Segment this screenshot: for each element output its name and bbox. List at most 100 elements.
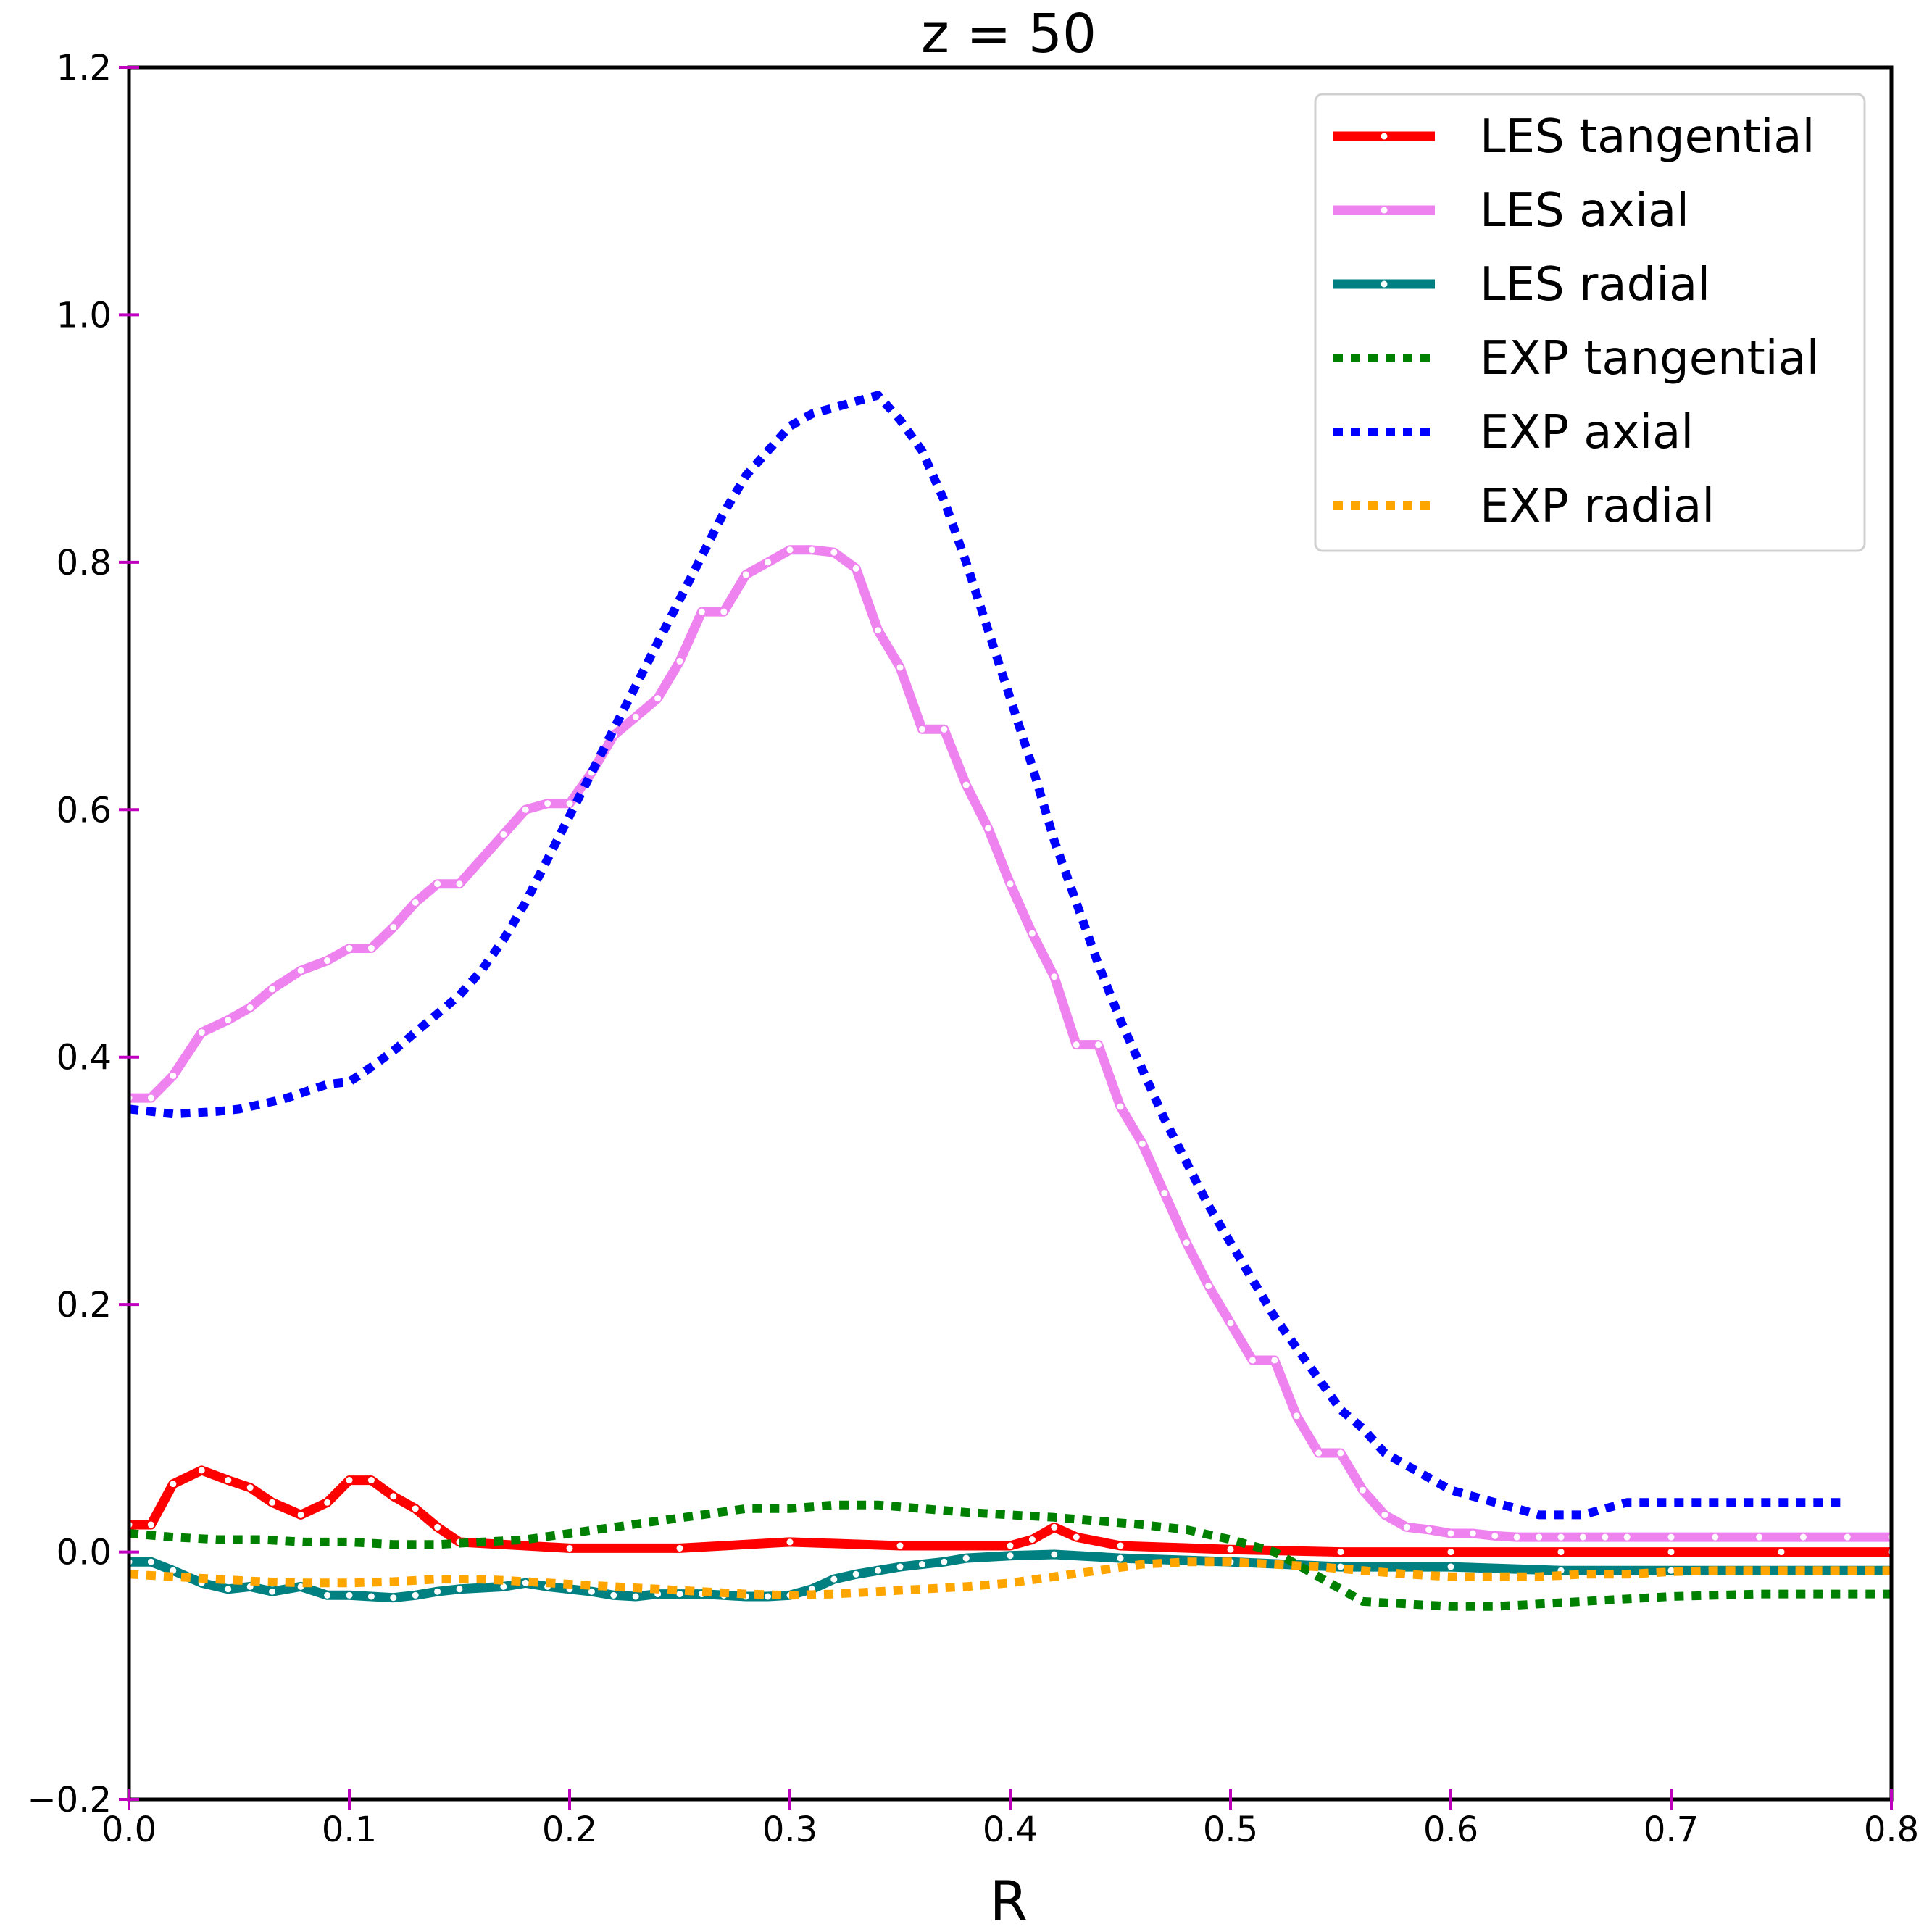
series-les-axial (125, 545, 1895, 1542)
series-point (1117, 1554, 1124, 1562)
series-point (346, 944, 353, 952)
series-point (246, 1004, 254, 1011)
series-point (324, 957, 331, 965)
series-point (765, 1593, 772, 1600)
series-point (588, 1588, 595, 1595)
series-point (1095, 1041, 1102, 1049)
series-point (147, 1094, 154, 1102)
series-point (896, 664, 904, 671)
y-tick-label: 0.2 (57, 1285, 112, 1325)
series-point (962, 781, 970, 788)
series-point (324, 1499, 331, 1506)
x-tick-label: 0.8 (1864, 1810, 1919, 1850)
x-axis: 0.0 0.1 0.2 0.3 0.4 0.5 0.6 0.7 0.8 (101, 1789, 1919, 1850)
series-point (1249, 1357, 1256, 1364)
series-point (786, 1538, 794, 1546)
y-tick-label: 0.0 (57, 1533, 112, 1573)
series-point (390, 923, 397, 930)
series-point (170, 1072, 177, 1079)
legend-item-exp-tangential: EXP tangential (1333, 332, 1820, 386)
series-point (412, 1505, 419, 1512)
series-point (1447, 1549, 1454, 1556)
series-point (918, 1561, 925, 1568)
legend-marker (1381, 280, 1388, 288)
x-tick-label: 0.0 (101, 1810, 157, 1850)
series-les-tangential (125, 1465, 1895, 1557)
plot-series-group (125, 391, 1895, 1611)
legend-label: EXP axial (1480, 406, 1694, 459)
series-point (544, 800, 551, 807)
series-point (1028, 1536, 1036, 1543)
series-point (1447, 1563, 1454, 1570)
series-point (412, 1591, 419, 1599)
series-point (1712, 1533, 1719, 1541)
legend-label: LES axial (1480, 184, 1689, 238)
series-point (1007, 880, 1014, 888)
series-point (1579, 1533, 1586, 1541)
series-point (896, 1542, 904, 1549)
legend-item-exp-axial: EXP axial (1333, 406, 1694, 459)
series-point (1183, 1239, 1190, 1246)
series-point (742, 571, 749, 578)
series-point (1051, 1523, 1058, 1531)
series-point (1381, 1511, 1388, 1518)
series-point (147, 1558, 154, 1565)
series-point (297, 1583, 304, 1590)
series-point (269, 986, 276, 993)
series-point (1667, 1533, 1675, 1541)
series-point (1536, 1533, 1543, 1541)
series-point (1602, 1533, 1609, 1541)
series-point (566, 800, 573, 807)
series-point (765, 559, 772, 566)
series-point (297, 1511, 304, 1518)
series-point (1844, 1533, 1851, 1541)
series-point (632, 713, 639, 720)
series-point (225, 1477, 232, 1484)
series-point (412, 899, 419, 906)
y-tick-label: 0.8 (57, 543, 112, 583)
series-point (676, 1591, 683, 1598)
series-line-les-axial (129, 545, 1891, 1542)
legend-item-les-axial: LES axial (1333, 184, 1689, 238)
legend-marker (1381, 207, 1388, 214)
legend-label: LES radial (1480, 258, 1710, 312)
legend-frame (1314, 93, 1866, 552)
series-point (676, 1544, 683, 1552)
series-point (1293, 1412, 1300, 1420)
series-point (1161, 1190, 1168, 1196)
legend-label: EXP radial (1480, 480, 1715, 533)
series-point (698, 608, 705, 615)
series-point (1073, 1533, 1080, 1541)
series-point (367, 1477, 375, 1484)
series-point (170, 1481, 177, 1488)
series-point (1051, 973, 1058, 980)
series-point (1051, 1551, 1058, 1558)
x-tick-label: 0.5 (1203, 1810, 1258, 1850)
legend-item-les-tangential: LES tangential (1333, 110, 1815, 164)
series-point (500, 830, 507, 838)
series-point (1623, 1533, 1631, 1541)
y-tick-label: −0.2 (27, 1780, 112, 1820)
x-tick-label: 0.2 (542, 1810, 597, 1850)
series-point (1073, 1041, 1080, 1049)
series-point (500, 1583, 507, 1590)
series-point (434, 1523, 441, 1531)
series-point (875, 627, 882, 634)
series-point (1778, 1549, 1785, 1556)
series-line-exp-axial (128, 391, 1848, 1520)
series-point (875, 1567, 882, 1574)
series-point (830, 1575, 838, 1583)
series-point (1667, 1549, 1675, 1556)
series-point (297, 967, 304, 974)
x-tick-label: 0.7 (1644, 1810, 1699, 1850)
y-tick-label: 1.2 (57, 48, 112, 88)
series-point (434, 1588, 441, 1595)
series-point (918, 725, 925, 733)
series-point (1007, 1542, 1014, 1549)
series-point (198, 1467, 205, 1474)
x-tick-label: 0.1 (322, 1810, 377, 1850)
series-point (246, 1484, 254, 1491)
series-point (390, 1594, 397, 1602)
series-point (1337, 1449, 1344, 1457)
